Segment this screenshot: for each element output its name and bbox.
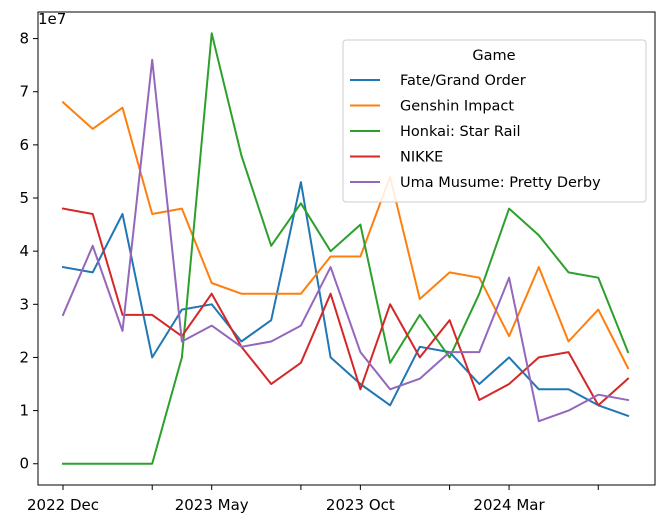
y-tick-label: 3 — [19, 295, 29, 313]
legend-entries: Fate/Grand Order Genshin Impact Honkai: St… — [350, 73, 601, 191]
series-line-2 — [62, 32, 630, 465]
y-tick-label: 5 — [19, 189, 29, 207]
y-tick-label: 6 — [19, 136, 29, 154]
series-line-3 — [61, 207, 630, 407]
legend: Game Fate/Grand Order Genshin Impact Honka… — [342, 39, 647, 203]
series-lines — [61, 32, 630, 465]
y-tick-label: 8 — [19, 30, 29, 48]
x-tick-label: 2024 Mar — [473, 496, 545, 514]
y-tick-label: 2 — [19, 348, 29, 366]
y-axis: 0 1 2 3 4 5 6 7 8 — [19, 30, 38, 473]
legend-label: Genshin Impact — [400, 99, 514, 115]
legend-title: Game — [472, 48, 515, 64]
y-scale-label: 1e7 — [38, 10, 66, 28]
x-axis: 2022 Dec 2023 May 2023 Oct 2024 Mar — [27, 485, 599, 514]
y-tick-label: 1 — [19, 402, 29, 420]
legend-box — [342, 39, 647, 203]
legend-label: Honkai: Star Rail — [400, 124, 521, 140]
x-tick-label: 2023 Oct — [326, 496, 395, 514]
legend-label: Fate/Grand Order — [400, 73, 526, 89]
y-tick-label: 4 — [19, 242, 29, 260]
series-line-4 — [61, 58, 630, 423]
x-tick-label: 2023 May — [175, 496, 249, 514]
series-line-0 — [61, 181, 630, 418]
legend-label: Uma Musume: Pretty Derby — [400, 175, 601, 191]
y-tick-label: 7 — [19, 83, 29, 101]
legend-label: NIKKE — [400, 150, 443, 166]
y-tick-label: 0 — [19, 455, 29, 473]
series-line-1 — [61, 100, 630, 370]
x-tick-label: 2022 Dec — [27, 496, 99, 514]
